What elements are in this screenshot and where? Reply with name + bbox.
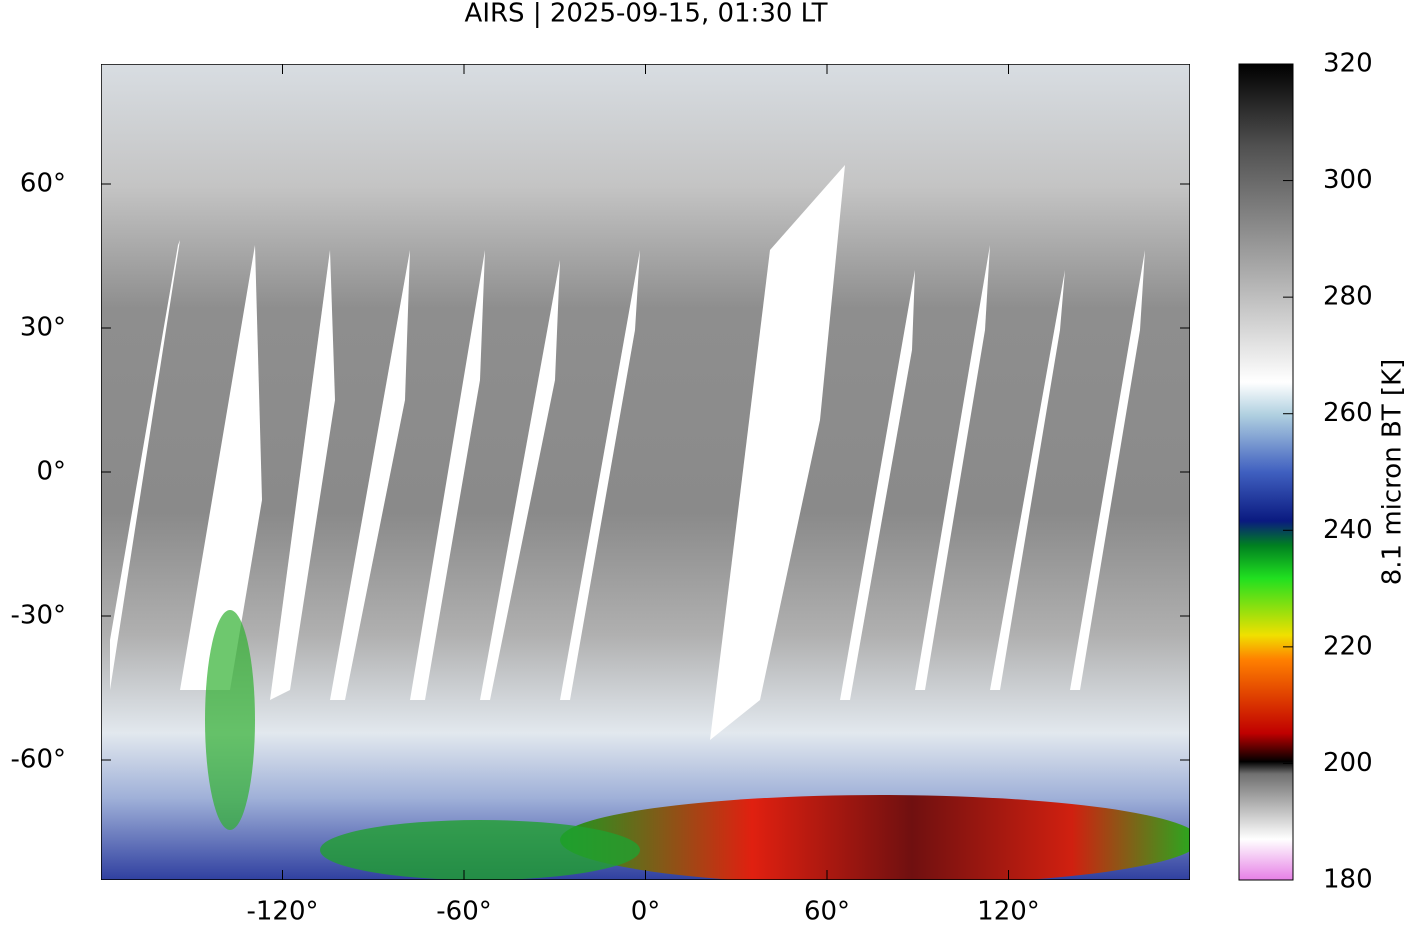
colorbar-tick-label: 180 <box>1323 865 1373 895</box>
y-tick-label: 60° <box>20 169 66 199</box>
x-tick-label: 60° <box>804 897 850 927</box>
colorbar-tick-label: 260 <box>1323 398 1373 428</box>
colorbar-tick-label: 240 <box>1323 515 1373 545</box>
colorbar-tick-label: 220 <box>1323 631 1373 661</box>
x-tick-label: -60° <box>436 897 491 927</box>
y-tick-label: 0° <box>36 457 66 487</box>
colorbar-tick-label: 300 <box>1323 165 1373 195</box>
y-tick-label: -60° <box>11 745 66 775</box>
colorbar-label: 8.1 micron BT [K] <box>1378 359 1408 586</box>
title: AIRS | 2025-09-15, 01:30 LT <box>465 0 828 29</box>
colorbar-tick-label: 200 <box>1323 748 1373 778</box>
colorbar <box>1238 63 1294 881</box>
colorbar-tick-label: 320 <box>1323 49 1373 79</box>
y-tick-label: 30° <box>20 313 66 343</box>
map-image <box>101 64 1190 880</box>
y-tick-label: -30° <box>11 601 66 631</box>
x-tick-label: -120° <box>246 897 318 927</box>
colorbar-tick-label: 280 <box>1323 282 1373 312</box>
x-tick-label: 0° <box>631 897 661 927</box>
x-tick-label: 120° <box>977 897 1040 927</box>
